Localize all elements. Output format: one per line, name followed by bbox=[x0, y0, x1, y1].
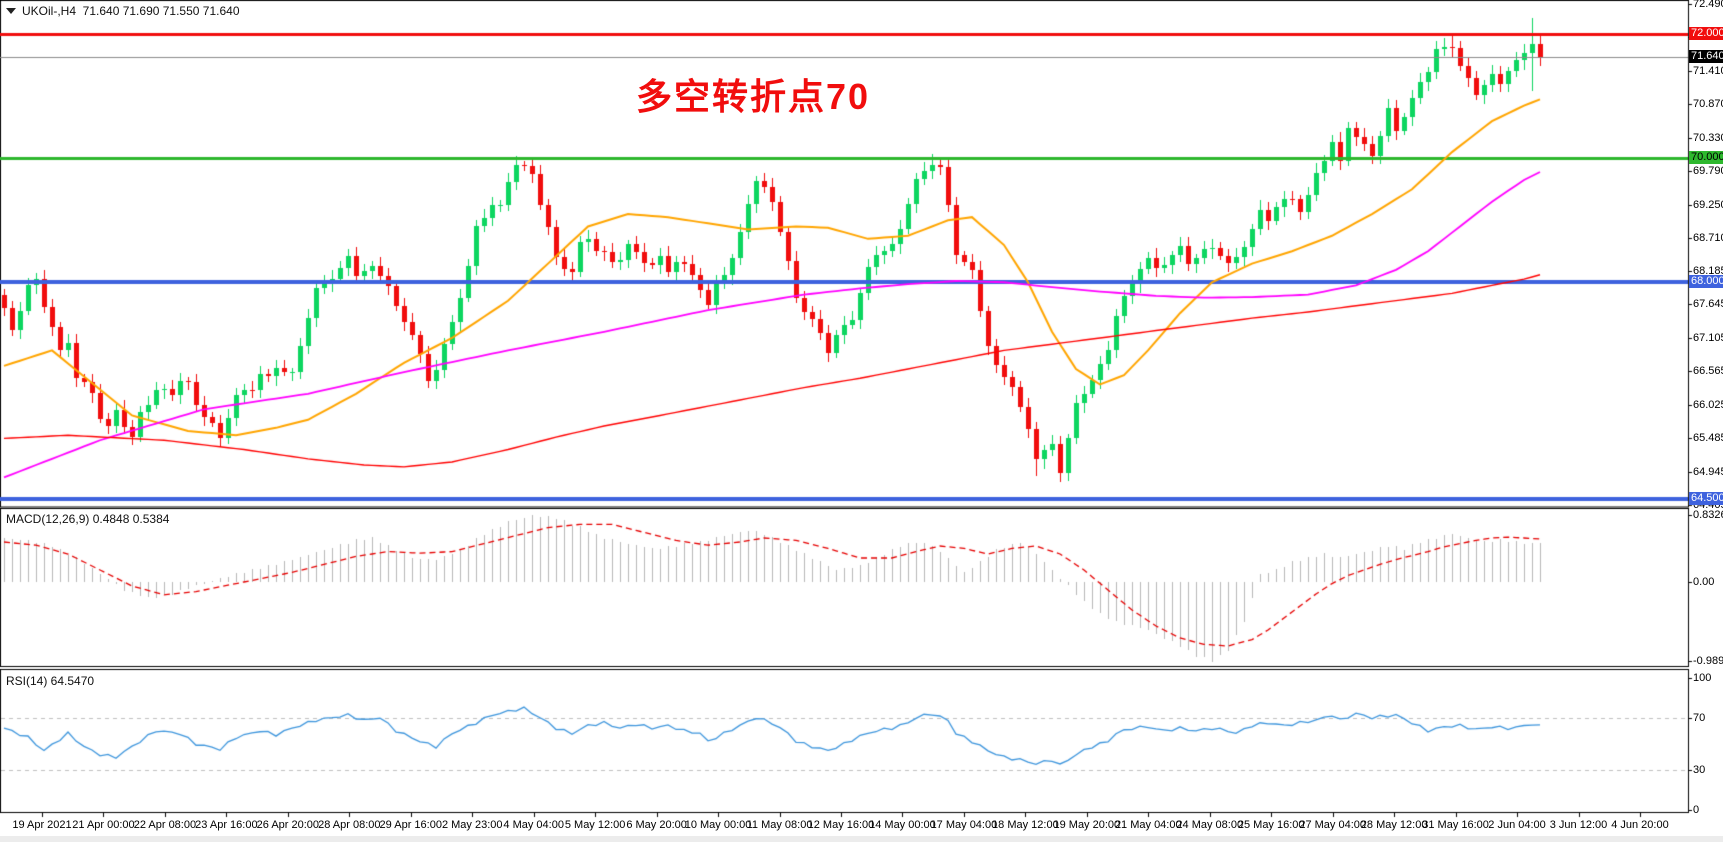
rsi-tick-label: 100 bbox=[1693, 672, 1712, 684]
price-tick-label: 64.945 bbox=[1693, 466, 1723, 478]
status-strip bbox=[0, 836, 1723, 842]
time-tick-label: 2 Jun 04:00 bbox=[1488, 819, 1546, 831]
rsi-tick-label: 70 bbox=[1693, 712, 1706, 724]
price-tick-label: 67.105 bbox=[1693, 332, 1723, 344]
time-tick-label: 21 May 04:00 bbox=[1114, 819, 1182, 831]
time-tick-label: 21 Apr 00:00 bbox=[72, 819, 135, 831]
time-tick-label: 23 Apr 16:00 bbox=[195, 819, 258, 831]
dropdown-triangle-icon[interactable] bbox=[6, 8, 16, 14]
price-tick-label: 66.565 bbox=[1693, 365, 1723, 377]
time-tick-label: 17 May 04:00 bbox=[930, 819, 998, 831]
time-tick-label: 19 May 20:00 bbox=[1053, 819, 1121, 831]
time-tick-label: 3 Jun 12:00 bbox=[1549, 819, 1608, 831]
rsi-tick-label: 0 bbox=[1693, 804, 1700, 816]
time-tick-label: 25 May 16:00 bbox=[1237, 819, 1305, 831]
time-tick-label: 28 Apr 08:00 bbox=[318, 819, 381, 831]
rsi-tick-label: 30 bbox=[1693, 764, 1706, 776]
time-tick-label: 26 Apr 20:00 bbox=[256, 819, 320, 831]
symbol-ohlc-text: UKOil-,H4 71.640 71.690 71.550 71.640 bbox=[22, 4, 240, 18]
price-tick-label: 68.185 bbox=[1693, 265, 1723, 277]
time-tick-label: 12 May 16:00 bbox=[807, 819, 875, 831]
price-badge-72000: 72.000 bbox=[1689, 27, 1723, 40]
price-badge-68000: 68.000 bbox=[1689, 275, 1723, 288]
rsi-label: RSI(14) 64.5470 bbox=[6, 674, 95, 688]
price-tick-label: 70.330 bbox=[1693, 132, 1723, 144]
time-tick-label: 6 May 20:00 bbox=[626, 819, 687, 831]
macd-tick-label: -0.9897 bbox=[1693, 655, 1723, 667]
annotation-text[interactable]: 多空转折点70 bbox=[636, 76, 871, 117]
price-badge-70000: 70.000 bbox=[1689, 151, 1723, 164]
time-tick-label: 5 May 12:00 bbox=[564, 819, 626, 831]
price-tick-label: 65.485 bbox=[1693, 432, 1723, 444]
time-tick-label: 31 May 16:00 bbox=[1422, 819, 1489, 831]
time-tick-label: 28 May 12:00 bbox=[1360, 819, 1428, 831]
time-tick-label: 14 May 00:00 bbox=[869, 819, 936, 831]
price-tick-label: 66.025 bbox=[1693, 399, 1723, 411]
time-tick-label: 27 May 04:00 bbox=[1299, 819, 1366, 831]
time-tick-label: 4 Jun 20:00 bbox=[1611, 819, 1669, 831]
macd-label: MACD(12,26,9) 0.4848 0.5384 bbox=[6, 512, 170, 526]
time-tick-label: 24 May 08:00 bbox=[1176, 819, 1244, 831]
price-tick-label: 69.790 bbox=[1693, 165, 1723, 177]
price-tick-label: 70.870 bbox=[1693, 98, 1723, 110]
time-tick-label: 2 May 23:00 bbox=[441, 819, 503, 831]
time-tick-label: 4 May 04:00 bbox=[503, 819, 564, 831]
price-badge-64500: 64.500 bbox=[1689, 492, 1723, 505]
time-tick-label: 10 May 00:00 bbox=[684, 819, 752, 831]
macd-tick-label: 0.00 bbox=[1693, 576, 1715, 588]
time-tick-label: 29 Apr 16:00 bbox=[379, 819, 442, 831]
price-tick-label: 67.645 bbox=[1693, 298, 1723, 310]
time-tick-label: 19 Apr 2021 bbox=[12, 819, 72, 831]
symbol-info: UKOil-,H4 71.640 71.690 71.550 71.640 bbox=[6, 4, 240, 18]
macd-tick-label: 0.8326 bbox=[1693, 509, 1723, 521]
time-tick-label: 22 Apr 08:00 bbox=[133, 819, 197, 831]
price-tick-label: 71.410 bbox=[1693, 65, 1723, 77]
current-price-badge: 71.640 bbox=[1689, 50, 1723, 63]
price-tick-label: 72.490 bbox=[1693, 0, 1723, 10]
price-tick-label: 69.250 bbox=[1693, 199, 1723, 211]
time-tick-label: 11 May 08:00 bbox=[746, 819, 813, 831]
time-tick-label: 18 May 12:00 bbox=[992, 819, 1059, 831]
price-tick-label: 68.710 bbox=[1693, 232, 1723, 244]
